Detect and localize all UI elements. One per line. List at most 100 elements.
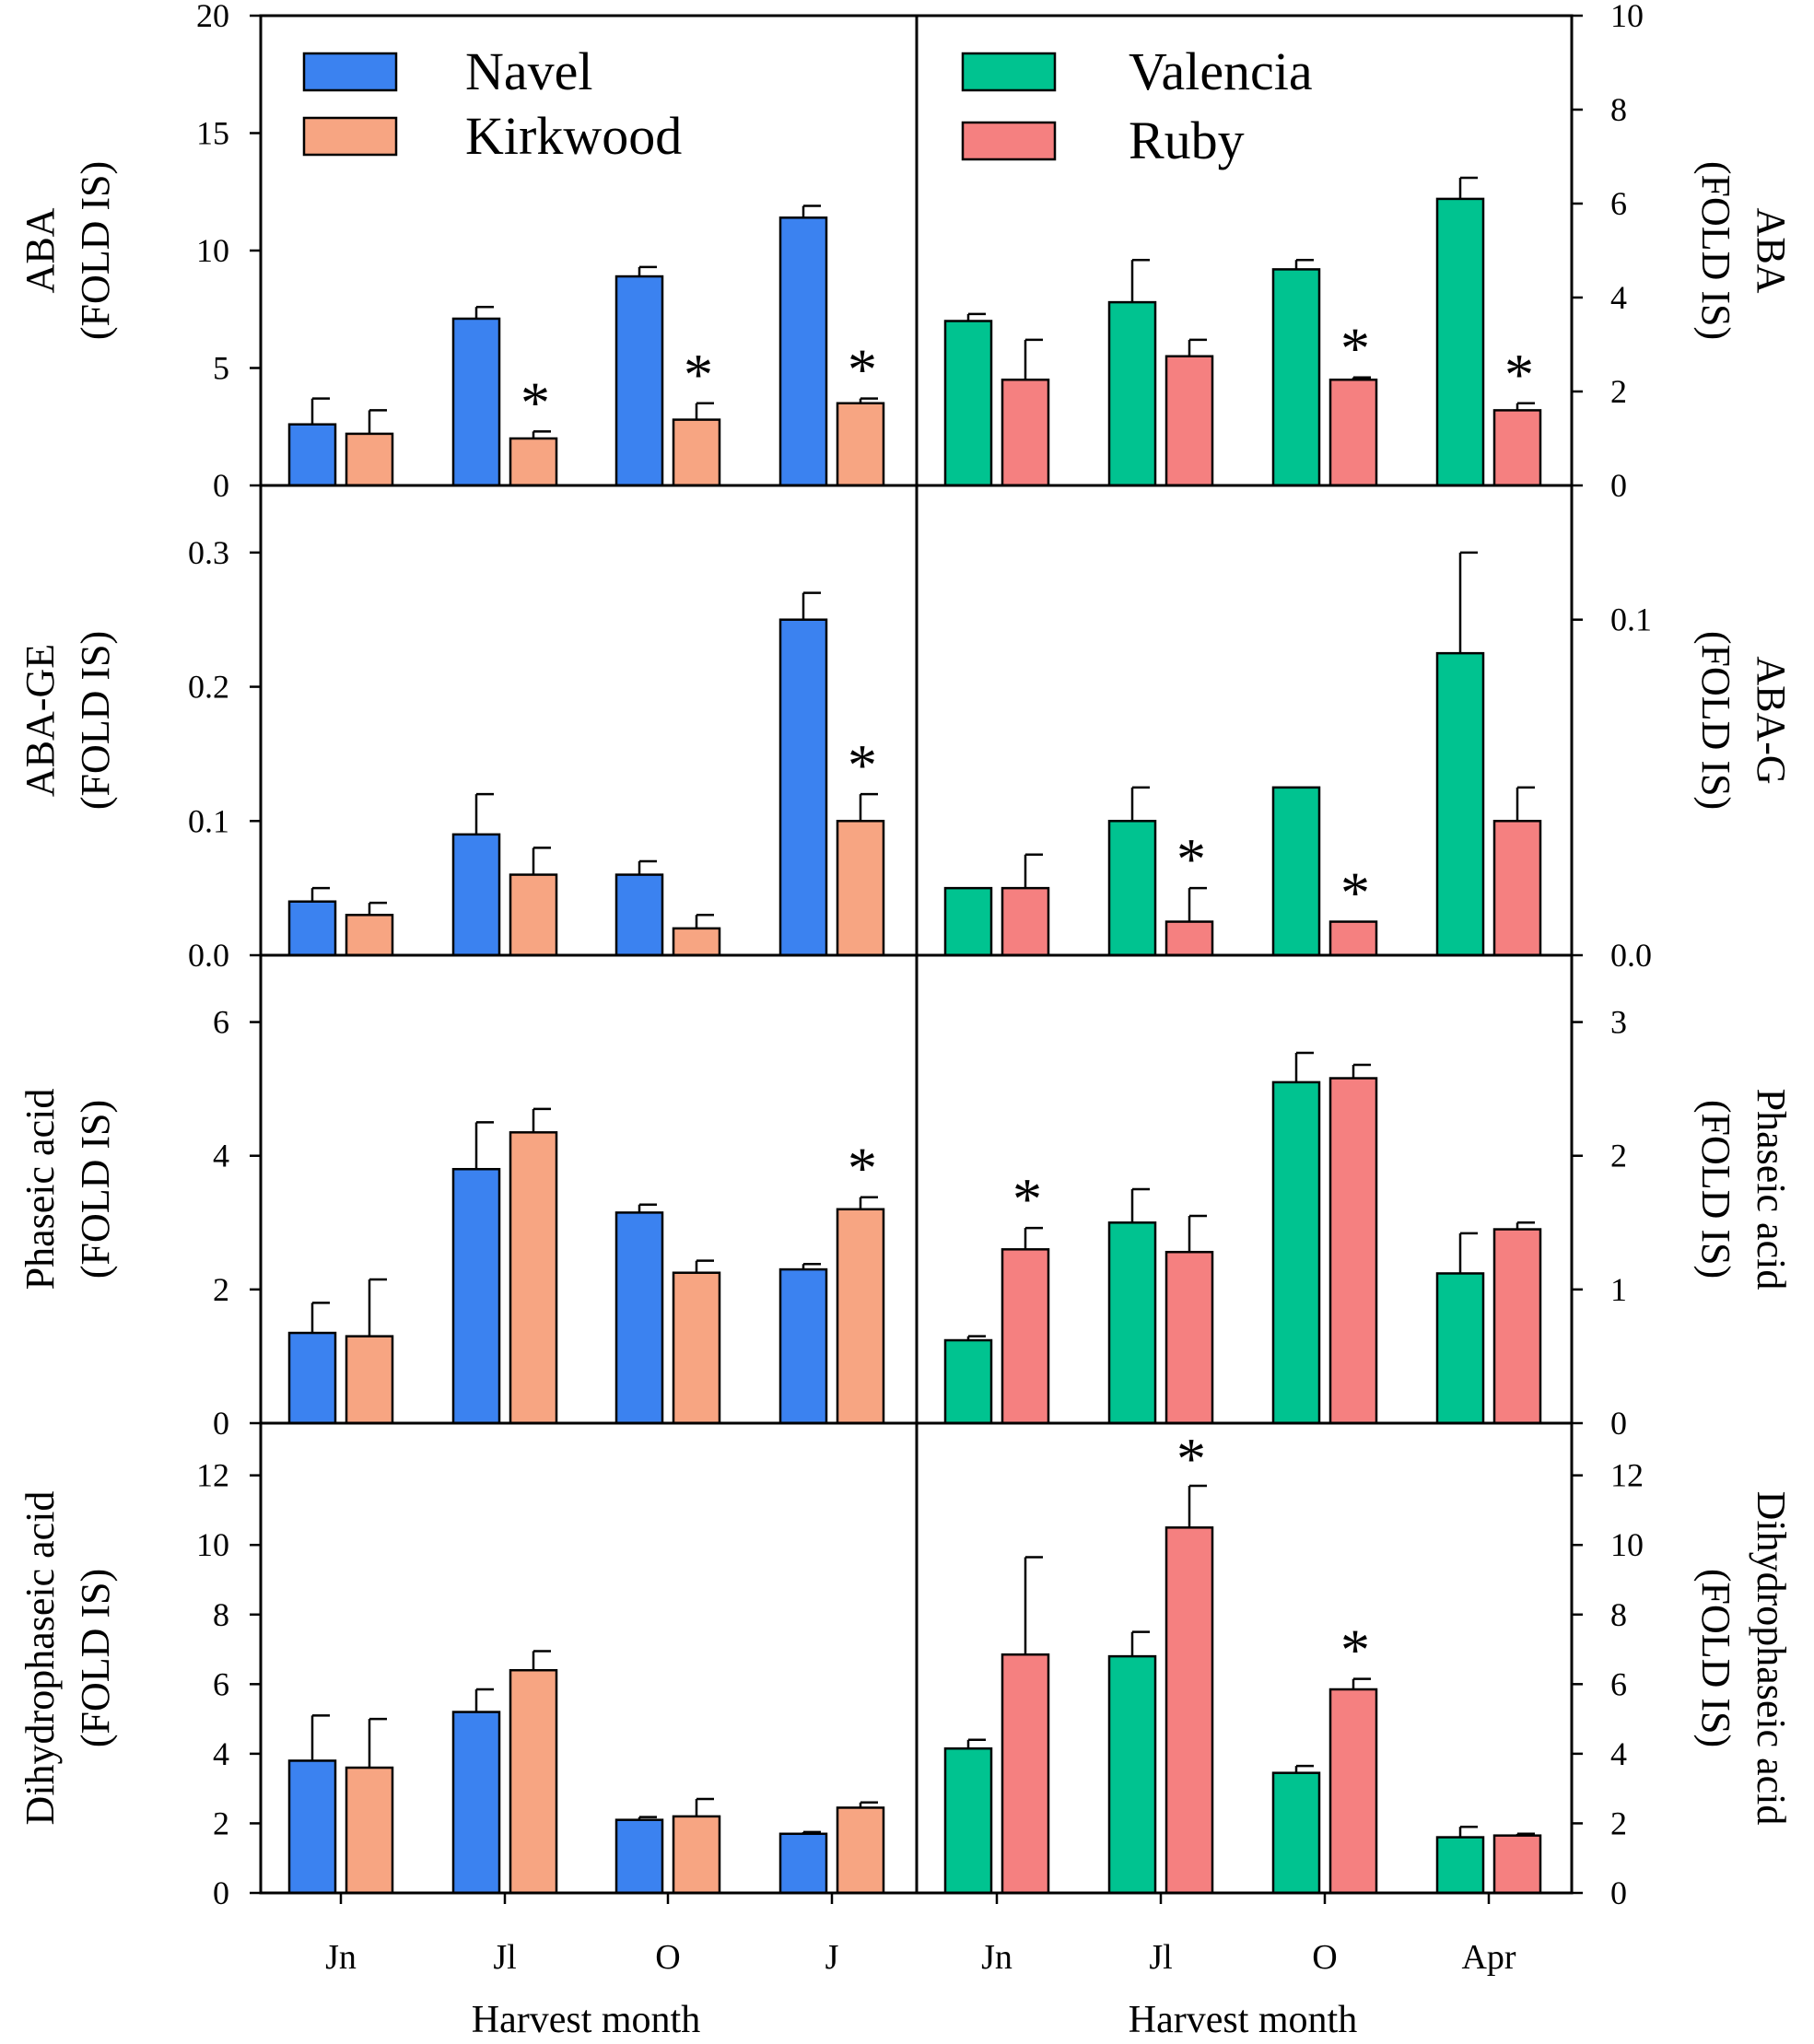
bar	[1001, 886, 1050, 957]
x-tick-label: Jl	[1149, 1938, 1172, 1977]
y-tick-label: 15	[196, 115, 229, 152]
bar	[1435, 1836, 1485, 1895]
significance-star: *	[848, 1136, 877, 1201]
chart-left-1: * 0.0 0.1 0.2 0.3 ABA-GE (FOLD IS)	[18, 534, 885, 974]
legend-label-kirkwood: Kirkwood	[465, 106, 682, 166]
bar	[778, 1832, 828, 1895]
significance-star: *	[1340, 860, 1370, 926]
x-tick-label: Jn	[325, 1938, 357, 1977]
legend-swatch-ruby	[961, 121, 1057, 161]
y-axis-title-line: ABA	[1749, 208, 1794, 294]
bar	[287, 1331, 337, 1425]
chart-left-3: 0 2 4 6 8 10 12 Dihydrophaseic acid (FOLD IS)	[18, 1457, 885, 1911]
x-tick-labels-left: Jn Jl O J	[325, 1938, 838, 1977]
y-tick-label: 12	[1610, 1457, 1644, 1494]
legend-right: Valencia Ruby	[961, 41, 1313, 170]
significance-star: *	[1012, 1166, 1042, 1232]
bar	[1271, 1771, 1321, 1895]
bar	[345, 1766, 394, 1895]
y-axis-title-line: (FOLD IS)	[73, 1100, 118, 1279]
bar	[672, 418, 721, 487]
bar	[287, 900, 337, 957]
bar	[1435, 197, 1485, 487]
chart-right-0: * * 0 2 4 6 8 10 ABA(FOLD IS)	[943, 0, 1794, 504]
bar	[943, 1746, 993, 1895]
bar	[778, 1267, 828, 1425]
bar	[345, 914, 394, 957]
y-tick-label: 12	[196, 1457, 229, 1494]
y-axis-title-line: ABA	[18, 207, 63, 293]
y-tick-label: 10	[1610, 1526, 1644, 1563]
x-tick-label: O	[655, 1938, 680, 1977]
y-tick-label: 6	[1610, 185, 1627, 222]
bar	[1107, 820, 1157, 957]
bar	[509, 437, 558, 487]
y-tick-label: 0	[213, 467, 229, 504]
y-tick-label: 8	[213, 1596, 229, 1633]
frame-layer	[259, 14, 1574, 1904]
significance-star: *	[848, 337, 877, 403]
y-tick-label: 0	[1610, 1875, 1627, 1911]
bar	[836, 402, 885, 487]
y-tick-label: 1	[1610, 1271, 1627, 1308]
legend-swatch-valencia	[961, 52, 1057, 92]
y-tick-label: 4	[213, 1138, 229, 1174]
y-tick-label: 5	[213, 350, 229, 387]
y-axis-title-line: Phaseic acid	[1749, 1089, 1794, 1291]
y-axis-title-line: Dihydrophaseic acid	[1749, 1491, 1794, 1826]
x-tick-label: Jl	[493, 1938, 516, 1977]
y-tick-label: 0.0	[188, 937, 229, 974]
bar	[451, 833, 501, 957]
y-axis-title-line: ABA-GE	[18, 644, 63, 797]
y-tick-label: 2	[1610, 373, 1627, 410]
y-tick-label: 2	[1610, 1138, 1627, 1174]
y-tick-label: 0.1	[188, 802, 229, 839]
bar	[1164, 1250, 1214, 1425]
chart-right-3: * * 0 2 4 6 8 10 12 Dihydrophaseic acid(FOLD IS)	[943, 1426, 1794, 1911]
y-tick-label: 6	[1610, 1665, 1627, 1702]
bar	[451, 317, 501, 487]
bar	[1435, 1272, 1485, 1425]
bar	[509, 1668, 558, 1895]
legend-swatch-kirkwood	[302, 116, 398, 157]
chart-left-0: * * * 0 5 10 15 20 ABA (FOLD IS)	[18, 0, 885, 504]
y-axis-title-line: (FOLD IS)	[1693, 1569, 1738, 1747]
bar	[451, 1711, 501, 1895]
bar	[1435, 651, 1485, 957]
bar	[836, 820, 885, 957]
chart-right-2: * 0 1 2 3 Phaseic acid(FOLD IS)	[943, 1004, 1794, 1442]
significance-star: *	[1340, 1618, 1370, 1683]
x-tick-label: J	[825, 1938, 839, 1977]
significance-star: *	[1504, 342, 1534, 407]
bar	[1492, 820, 1542, 957]
legend-label-ruby: Ruby	[1129, 111, 1245, 170]
bar	[1107, 1221, 1157, 1425]
chart-right-1: * * 0.0 0.1 ABA-G(FOLD IS)	[943, 551, 1794, 974]
bar	[1107, 1654, 1157, 1895]
y-axis-title-line: (FOLD IS)	[73, 161, 118, 340]
legend-left: Navel Kirkwood	[302, 41, 682, 166]
y-tick-label: 4	[1610, 1735, 1627, 1772]
y-tick-label: 0.1	[1610, 602, 1652, 638]
bar	[1164, 920, 1214, 957]
bar	[836, 1208, 885, 1425]
x-tick-label: Apr	[1461, 1938, 1516, 1977]
bar	[345, 432, 394, 487]
x-axis-title-right: Harvest month	[1129, 1999, 1357, 2041]
bar	[451, 1167, 501, 1425]
y-tick-label: 2	[213, 1271, 229, 1308]
bar	[614, 1818, 664, 1895]
y-tick-label: 0	[213, 1875, 229, 1911]
significance-star: *	[1176, 1426, 1206, 1491]
bar	[943, 320, 993, 487]
bar	[1328, 379, 1378, 487]
bar	[614, 873, 664, 957]
bar	[672, 927, 721, 957]
bar	[1271, 268, 1321, 487]
bar	[1328, 1688, 1378, 1895]
y-tick-label: 10	[196, 1526, 229, 1563]
bar	[1001, 1248, 1050, 1425]
y-tick-label: 8	[1610, 1596, 1627, 1633]
y-axis-title-line: (FOLD IS)	[1693, 631, 1738, 810]
